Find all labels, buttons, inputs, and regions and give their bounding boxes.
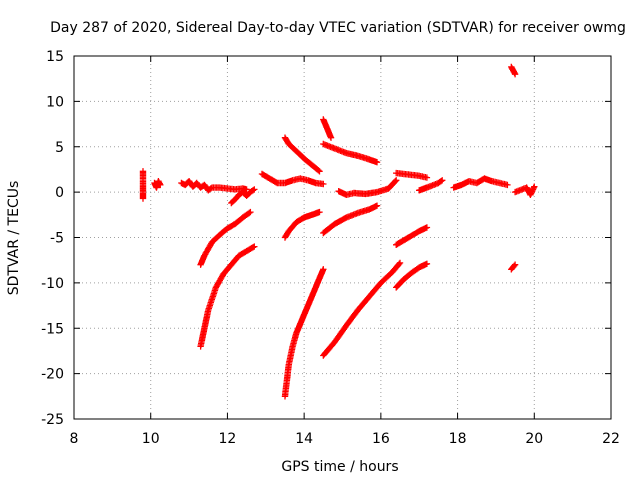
x-tick-label: 22 <box>602 431 620 447</box>
y-tick-label: 15 <box>46 49 64 65</box>
data-point-markers <box>281 134 323 175</box>
data-series-s6 <box>197 243 258 350</box>
data-point-markers <box>197 243 258 350</box>
data-series-s10 <box>281 266 327 400</box>
x-tick-label: 14 <box>295 431 313 447</box>
y-tick-label: -5 <box>50 231 64 247</box>
data-point-markers <box>281 266 327 400</box>
y-tick-label: 10 <box>46 94 64 110</box>
data-series-s20 <box>450 175 511 191</box>
data-point-markers <box>393 169 431 181</box>
data-series-s12 <box>320 140 381 166</box>
x-tick-label: 18 <box>449 431 467 447</box>
data-series-s4 <box>228 186 258 207</box>
x-tick-label: 20 <box>525 431 543 447</box>
grid <box>74 56 611 419</box>
data-point-markers <box>178 178 250 194</box>
data-point-markers <box>320 259 404 359</box>
data-point-markers <box>511 183 538 198</box>
data-series-s19 <box>416 177 446 194</box>
data-series-s1 <box>139 168 147 202</box>
data-point-markers <box>197 208 254 268</box>
data-series-s13 <box>320 202 381 237</box>
data-point-markers <box>393 260 431 291</box>
data-point-markers <box>320 202 381 237</box>
y-tick-label: -20 <box>41 367 64 383</box>
data-series-s9 <box>281 208 323 241</box>
data-series-s17 <box>393 224 431 248</box>
y-tick-label: 0 <box>55 185 64 201</box>
data-series-s14 <box>320 259 404 359</box>
x-tick-label: 16 <box>372 431 390 447</box>
data-series-s16 <box>393 169 431 181</box>
y-axis-title: SDTVAR / TECUs <box>6 181 22 296</box>
x-tick-label: 12 <box>219 431 237 447</box>
data-series-s2 <box>151 178 164 191</box>
x-tick-label: 10 <box>142 431 160 447</box>
data-point-markers <box>320 140 381 166</box>
data-series-s21 <box>508 63 519 78</box>
data-series-s11 <box>320 116 335 141</box>
data-point-markers <box>320 116 335 141</box>
data-point-markers <box>258 170 327 188</box>
data-series-s18 <box>393 260 431 291</box>
axis-ticks <box>73 55 612 420</box>
y-tick-label: -25 <box>41 412 64 428</box>
chart-title: Day 287 of 2020, Sidereal Day-to-day VTE… <box>50 20 626 36</box>
data-points <box>139 63 538 400</box>
data-series-s8 <box>281 134 323 175</box>
data-series-s15 <box>335 177 400 198</box>
data-point-markers <box>450 175 511 191</box>
data-point-markers <box>393 224 431 248</box>
data-point-markers <box>228 186 258 207</box>
data-point-markers <box>151 178 164 191</box>
data-point-markers <box>335 177 400 198</box>
data-series-s23 <box>511 183 538 198</box>
data-point-markers <box>416 177 446 194</box>
y-tick-label: -15 <box>41 321 64 337</box>
data-series-s5 <box>197 208 254 268</box>
x-axis-title: GPS time / hours <box>281 459 398 475</box>
data-point-markers <box>139 168 147 202</box>
y-tick-label: -10 <box>41 276 64 292</box>
tick-labels: 8 10 12 14 16 18 20 22 -25 -20 -15 -10 -5 0 5 10 15 <box>41 49 620 447</box>
data-series-s7 <box>258 170 327 188</box>
x-tick-label: 8 <box>70 431 79 447</box>
data-point-markers <box>508 261 519 273</box>
data-series-s3 <box>178 178 250 194</box>
data-series-s22 <box>508 261 519 273</box>
y-tick-label: 5 <box>55 140 64 156</box>
data-point-markers <box>281 208 323 241</box>
data-point-markers <box>508 63 519 78</box>
